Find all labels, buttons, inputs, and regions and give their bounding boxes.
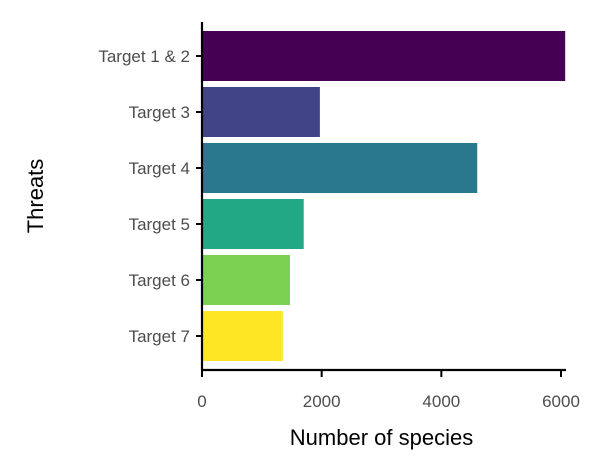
bar-2 [202, 143, 478, 193]
bars-group [202, 31, 566, 361]
bar-0 [202, 31, 566, 81]
y-tick-label: Target 7 [129, 327, 190, 346]
x-tick-label: 2000 [303, 392, 341, 411]
bar-1 [202, 87, 320, 137]
y-tick-label: Target 5 [129, 215, 190, 234]
x-axis-title: Number of species [290, 425, 473, 450]
x-tick-label: 6000 [542, 392, 580, 411]
x-tick-label: 0 [197, 392, 206, 411]
y-axis-title: Threats [23, 159, 48, 234]
y-tick-label: Target 4 [129, 159, 190, 178]
y-axis-ticks: Target 1 & 2 Target 3 Target 4 Target 5 Targ… [98, 47, 202, 346]
bar-4 [202, 255, 290, 305]
x-axis-ticks: 0 2000 4000 6000 [197, 370, 580, 411]
y-tick-label: Target 1 & 2 [98, 47, 190, 66]
y-tick-label: Target 6 [129, 271, 190, 290]
x-tick-label: 4000 [422, 392, 460, 411]
bar-3 [202, 199, 304, 249]
y-tick-label: Target 3 [129, 103, 190, 122]
bar-5 [202, 311, 283, 361]
